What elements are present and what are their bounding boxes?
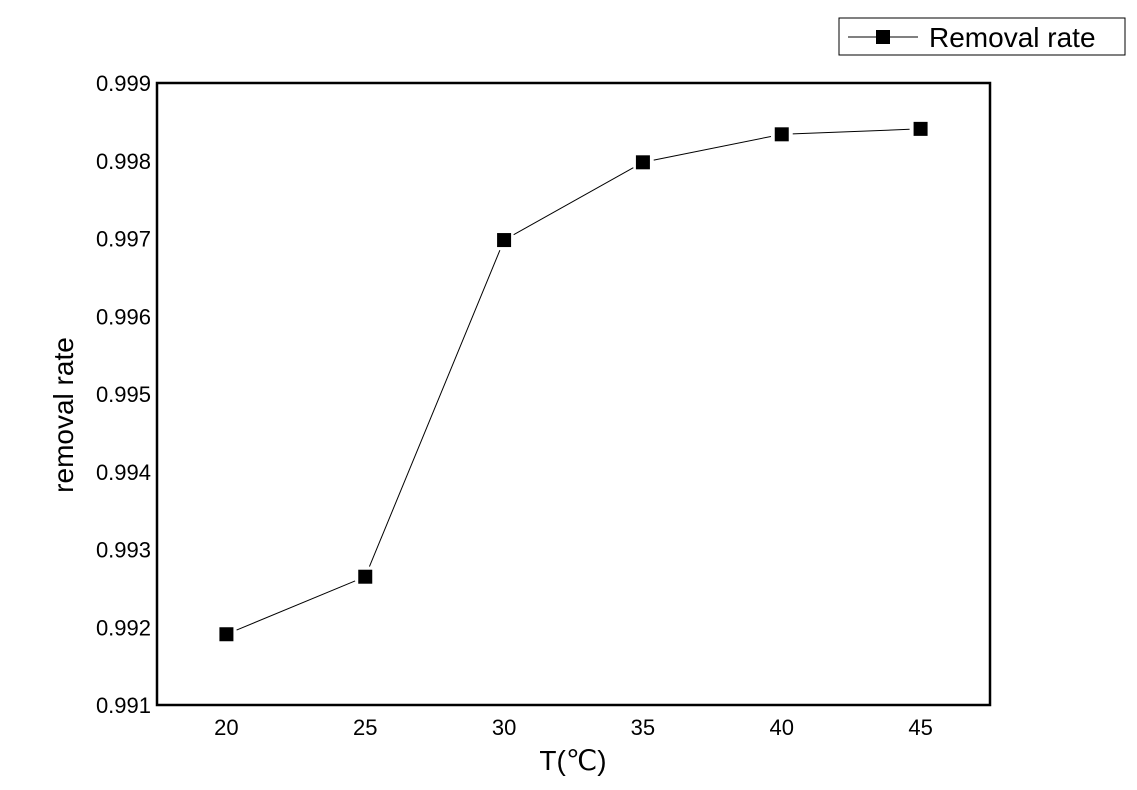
series-line-segment xyxy=(792,128,910,135)
y-tick-label: 0.994 xyxy=(96,460,151,485)
y-tick-label: 0.991 xyxy=(96,693,151,718)
data-point-marker xyxy=(635,155,650,170)
legend-marker xyxy=(876,30,890,44)
x-tick-label: 35 xyxy=(631,715,655,740)
x-axis-label: T(℃) xyxy=(539,745,606,776)
x-tick-label: 20 xyxy=(214,715,238,740)
x-tick-label: 25 xyxy=(353,715,377,740)
plot-frame xyxy=(155,81,992,707)
y-tick-label: 0.999 xyxy=(96,71,151,96)
x-tick-label: 40 xyxy=(770,715,794,740)
data-point-marker xyxy=(497,233,512,248)
y-tick-label: 0.996 xyxy=(96,304,151,329)
series-line-segment xyxy=(368,250,501,567)
legend-label: Removal rate xyxy=(929,22,1096,53)
y-axis-label: removal rate xyxy=(48,337,79,493)
y-tick-label: 0.993 xyxy=(96,538,151,563)
data-point-marker xyxy=(219,627,234,642)
legend: Removal rate xyxy=(838,17,1126,56)
x-tick-label: 30 xyxy=(492,715,516,740)
y-tick-label: 0.998 xyxy=(96,149,151,174)
y-tick-label: 0.995 xyxy=(96,382,151,407)
y-tick-label: 0.997 xyxy=(96,227,151,252)
data-point-marker xyxy=(358,569,373,584)
data-point-marker xyxy=(913,121,928,136)
series-line-segment xyxy=(653,135,772,161)
y-tick-label: 0.992 xyxy=(96,615,151,640)
series-line-segment xyxy=(236,580,356,631)
x-tick-labels: 20 25 30 35 40 45 xyxy=(214,715,933,740)
data-point-marker xyxy=(774,127,789,142)
x-tick-label: 45 xyxy=(908,715,932,740)
y-tick-labels: 0.991 0.992 0.993 0.994 0.995 0.996 0.997 0.998… xyxy=(96,71,151,718)
series-line-segment xyxy=(513,167,634,236)
series-removal-rate xyxy=(219,121,928,642)
